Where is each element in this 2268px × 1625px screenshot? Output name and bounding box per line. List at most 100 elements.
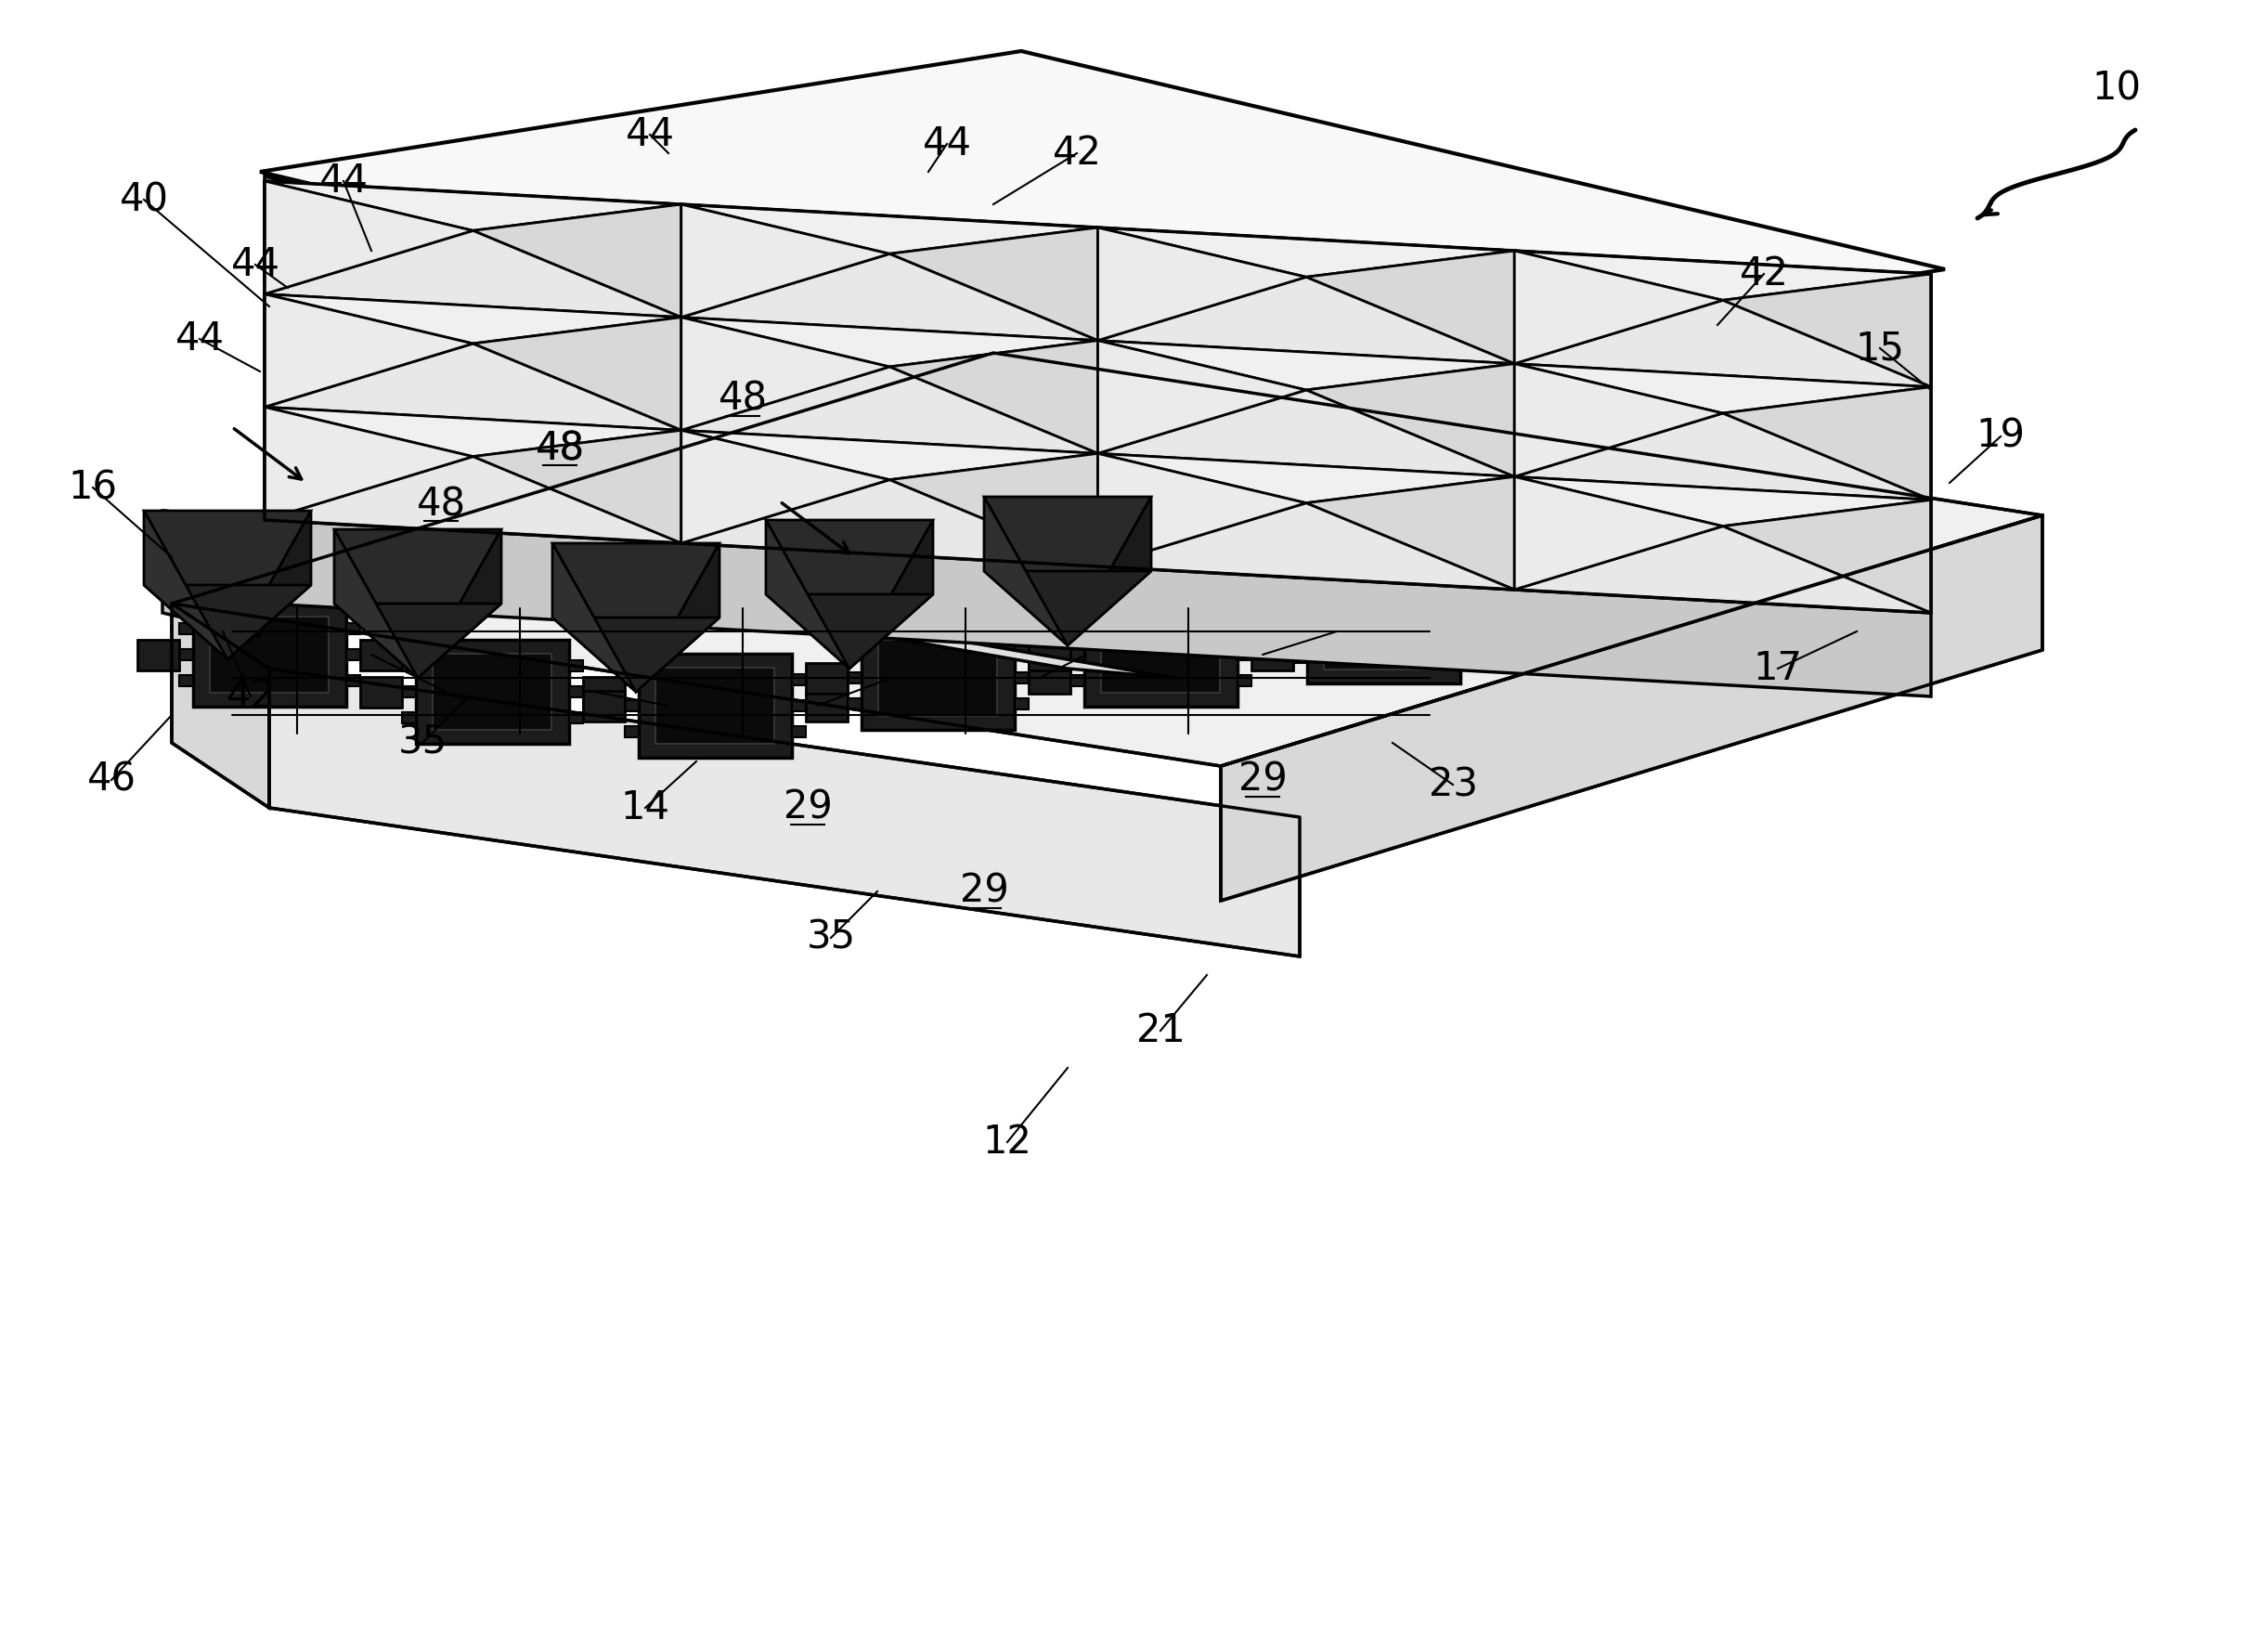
Polygon shape bbox=[1098, 341, 1306, 453]
Polygon shape bbox=[553, 618, 719, 692]
Text: 42: 42 bbox=[1052, 133, 1102, 172]
Polygon shape bbox=[1098, 390, 1515, 476]
Polygon shape bbox=[345, 676, 361, 686]
Text: 35: 35 bbox=[805, 918, 855, 957]
Polygon shape bbox=[1515, 476, 1930, 526]
Polygon shape bbox=[1306, 364, 1515, 476]
Polygon shape bbox=[265, 343, 680, 431]
Polygon shape bbox=[265, 520, 1930, 697]
Text: 44: 44 bbox=[626, 115, 674, 154]
Polygon shape bbox=[624, 700, 637, 712]
Polygon shape bbox=[680, 431, 889, 543]
Polygon shape bbox=[143, 510, 227, 660]
Polygon shape bbox=[1515, 301, 1930, 387]
Polygon shape bbox=[1293, 652, 1306, 663]
Polygon shape bbox=[850, 520, 932, 668]
Polygon shape bbox=[172, 353, 2043, 765]
Polygon shape bbox=[1098, 341, 1515, 390]
Polygon shape bbox=[1325, 593, 1442, 670]
Polygon shape bbox=[680, 431, 1098, 479]
Polygon shape bbox=[433, 653, 551, 730]
Text: 12: 12 bbox=[982, 1123, 1032, 1162]
Polygon shape bbox=[767, 595, 932, 668]
Text: 21: 21 bbox=[1136, 1011, 1184, 1050]
Polygon shape bbox=[265, 343, 680, 431]
Polygon shape bbox=[265, 406, 474, 520]
Text: 16: 16 bbox=[68, 468, 118, 507]
Polygon shape bbox=[401, 686, 415, 697]
Text: 19: 19 bbox=[1975, 418, 2025, 457]
Polygon shape bbox=[211, 616, 329, 692]
Text: 17: 17 bbox=[1753, 648, 1803, 687]
Polygon shape bbox=[1306, 578, 1461, 684]
Polygon shape bbox=[848, 673, 862, 684]
Polygon shape bbox=[1252, 639, 1293, 669]
Polygon shape bbox=[1515, 476, 1724, 590]
Polygon shape bbox=[637, 653, 792, 757]
Polygon shape bbox=[680, 205, 889, 317]
Polygon shape bbox=[1293, 626, 1306, 637]
Polygon shape bbox=[265, 294, 680, 343]
Polygon shape bbox=[1515, 413, 1930, 500]
Polygon shape bbox=[265, 177, 1179, 502]
Polygon shape bbox=[179, 648, 193, 660]
Polygon shape bbox=[680, 317, 889, 431]
Polygon shape bbox=[583, 676, 624, 707]
Polygon shape bbox=[1070, 676, 1084, 686]
Text: 48: 48 bbox=[417, 484, 465, 523]
Text: 48: 48 bbox=[535, 429, 585, 468]
Polygon shape bbox=[270, 668, 1300, 957]
Text: 40: 40 bbox=[120, 180, 168, 219]
Polygon shape bbox=[889, 341, 1098, 453]
Text: 44: 44 bbox=[231, 245, 279, 284]
Text: 42: 42 bbox=[227, 678, 274, 717]
Polygon shape bbox=[227, 510, 311, 660]
Polygon shape bbox=[1515, 301, 1930, 387]
Polygon shape bbox=[1236, 648, 1252, 660]
Polygon shape bbox=[265, 406, 680, 457]
Polygon shape bbox=[136, 639, 179, 669]
Polygon shape bbox=[1515, 364, 1930, 413]
Polygon shape bbox=[1461, 626, 1474, 637]
Polygon shape bbox=[680, 431, 1098, 479]
Text: 44: 44 bbox=[923, 125, 971, 164]
Text: 44: 44 bbox=[320, 161, 367, 200]
Polygon shape bbox=[1098, 453, 1306, 567]
Text: 48: 48 bbox=[719, 380, 767, 419]
Polygon shape bbox=[1098, 276, 1515, 364]
Polygon shape bbox=[1306, 364, 1515, 476]
Polygon shape bbox=[1220, 515, 2043, 900]
Polygon shape bbox=[767, 520, 850, 668]
Polygon shape bbox=[583, 691, 624, 722]
Polygon shape bbox=[265, 180, 474, 294]
Polygon shape bbox=[680, 479, 1098, 567]
Polygon shape bbox=[805, 663, 848, 694]
Polygon shape bbox=[1098, 228, 1306, 341]
Polygon shape bbox=[1098, 453, 1515, 504]
Polygon shape bbox=[345, 648, 361, 660]
Text: 15: 15 bbox=[1855, 328, 1905, 367]
Polygon shape bbox=[417, 530, 501, 678]
Polygon shape bbox=[1461, 652, 1474, 663]
Polygon shape bbox=[569, 660, 583, 671]
Polygon shape bbox=[1515, 476, 1930, 526]
Polygon shape bbox=[1724, 500, 1930, 613]
Polygon shape bbox=[474, 431, 680, 543]
Polygon shape bbox=[345, 622, 361, 634]
Polygon shape bbox=[1306, 250, 1515, 364]
Text: 10: 10 bbox=[2091, 68, 2141, 107]
Polygon shape bbox=[1098, 276, 1515, 364]
Text: 44: 44 bbox=[175, 320, 225, 359]
Polygon shape bbox=[1027, 663, 1070, 694]
Text: 14: 14 bbox=[621, 788, 669, 827]
Text: 46: 46 bbox=[86, 760, 136, 800]
Polygon shape bbox=[143, 585, 311, 660]
Polygon shape bbox=[1027, 639, 1070, 669]
Polygon shape bbox=[474, 205, 680, 317]
Polygon shape bbox=[1306, 250, 1515, 364]
Polygon shape bbox=[680, 205, 1098, 254]
Polygon shape bbox=[1236, 676, 1252, 686]
Polygon shape bbox=[1515, 476, 1724, 590]
Polygon shape bbox=[680, 254, 1098, 341]
Polygon shape bbox=[265, 406, 680, 457]
